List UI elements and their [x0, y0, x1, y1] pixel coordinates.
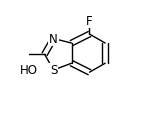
Text: S: S: [50, 64, 57, 77]
Text: F: F: [86, 15, 93, 28]
Text: HO: HO: [20, 64, 38, 77]
Text: N: N: [49, 33, 58, 46]
